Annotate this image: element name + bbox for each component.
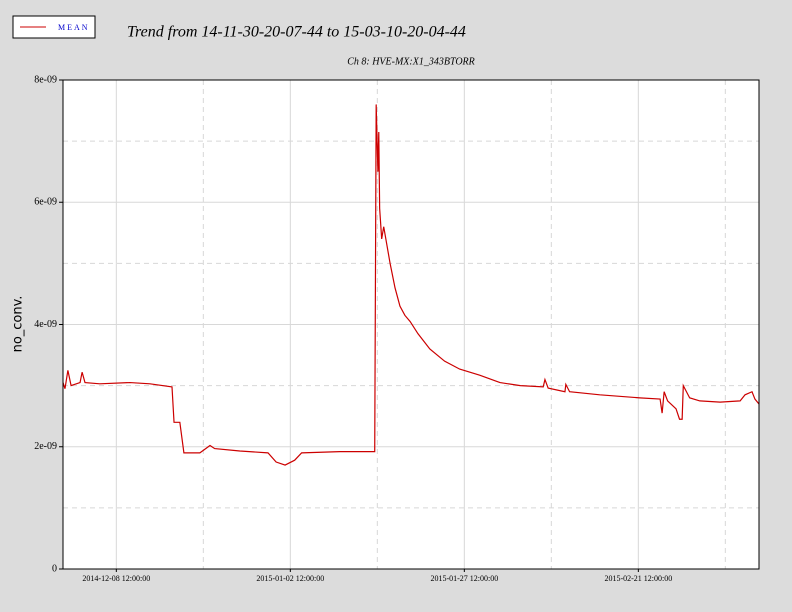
- y-tick-label: 4e-09: [34, 319, 57, 330]
- series-line: [62, 104, 760, 466]
- labels: 0 2e-09 4e-09 6e-09 8e-09 2014-12-08 12:00:00…: [20, 23, 672, 583]
- x-tick-label: 2015-01-27 12:00:00: [430, 574, 498, 583]
- y-tick-label: 8e-09: [34, 74, 57, 85]
- chart-subtitle: Ch 8: HVE-MX:X1_343BTORR: [347, 56, 475, 67]
- y-tick-label: 6e-09: [34, 197, 57, 208]
- y-tick-label: 0: [52, 563, 57, 574]
- x-tick-label: 2015-02-21 12:00:00: [604, 574, 672, 583]
- chart-title: Trend from 14-11-30-20-07-44 to 15-03-10…: [127, 24, 466, 41]
- legend-box: [12, 15, 96, 39]
- legend-label: MEAN: [58, 23, 90, 32]
- x-tick-label: 2014-12-08 12:00:00: [82, 574, 150, 583]
- x-tick-label: 2015-01-02 12:00:00: [256, 574, 324, 583]
- marks: [62, 104, 760, 466]
- y-axis-label: no_conv.: [11, 296, 26, 353]
- y-tick-label: 2e-09: [34, 441, 57, 452]
